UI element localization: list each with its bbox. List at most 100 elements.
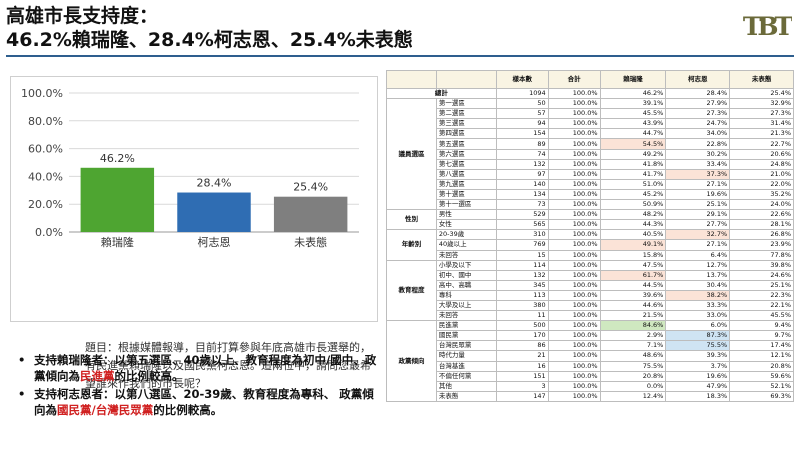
table-cell: 21.5% [599, 310, 667, 322]
table-cell: 1094 [495, 87, 549, 100]
table-cell: 100.0% [547, 219, 601, 231]
row-label: 40歲以上 [435, 239, 497, 251]
table-row: 未表態 147 100.0% 12.4% 18.3% 69.3% [387, 390, 794, 402]
row-label: 第八選區 [435, 168, 497, 180]
table-cell: 89 [495, 138, 549, 150]
table-cell: 100.0% [547, 360, 601, 372]
row-label: 第二選區 [435, 108, 497, 120]
row-label: 民進黨 [435, 320, 497, 332]
table-cell: 21 [495, 350, 549, 362]
row-group-label: 性別 [386, 209, 437, 231]
table-cell: 49.2% [599, 148, 667, 160]
table-cell: 24.0% [729, 199, 794, 211]
table-row: 第九選區 140 100.0% 51.0% 27.1% 22.0% [387, 178, 794, 190]
finding-text: ：以第五選區、40歲以上、教育程度為初中/國中、政黨傾向為 [34, 353, 377, 383]
title-line-1: 高雄市長支持度： [6, 5, 159, 27]
table-cell: 75.5% [665, 340, 731, 352]
x-tick-label: 未表態 [294, 235, 327, 249]
finding-head: 支持賴瑞隆者 [34, 353, 103, 367]
table-cell: 25.4% [729, 87, 794, 100]
table-cell: 30.4% [665, 279, 731, 291]
table-row: 第十選區 134 100.0% 45.2% 19.6% 35.2% [387, 188, 794, 201]
table-row: 第六選區 74 100.0% 49.2% 30.2% 20.6% [387, 148, 794, 160]
row-label: 男性 [435, 209, 497, 221]
table-cell: 43.9% [599, 118, 667, 130]
table-cell: 100.0% [547, 269, 601, 281]
table-row: 議員選區 第一選區 50 100.0% 39.1% 27.9% 32.9% [386, 98, 794, 211]
table-row: 女性 565 100.0% 44.3% 27.7% 28.1% [387, 219, 794, 231]
table-cell: 15.8% [599, 249, 667, 261]
table-row: 時代力量 21 100.0% 48.6% 39.3% 12.1% [387, 350, 794, 362]
table-row: 性別 男性 529 100.0% 48.2% 29.1% 22.6% [386, 209, 794, 231]
table-cell: 100.0% [547, 98, 601, 110]
row-label: 第十一選區 [435, 199, 497, 211]
finding-item: • 支持柯志恩者：以第八選區、20-39歲、教育程度為專科、 政黨傾向為國民黨/… [12, 386, 382, 418]
finding-text: ：以第八選區、20-39歲、教育程度為專科、 政黨傾向為 [34, 387, 374, 417]
x-tick-label: 賴瑞隆 [101, 235, 134, 249]
row-label: 專科 [435, 289, 497, 301]
finding-tail: 的比例較高。 [153, 403, 223, 417]
table-cell: 47.5% [599, 259, 667, 271]
table-cell: 23.9% [729, 239, 794, 251]
bullet-dot: • [18, 353, 26, 367]
table-cell: 97 [495, 168, 549, 180]
row-label: 第九選區 [435, 178, 497, 190]
table-row: 專科 113 100.0% 39.6% 38.2% 22.3% [387, 289, 794, 301]
data-label: 25.4% [293, 181, 328, 194]
table-cell: 24.7% [665, 118, 731, 130]
table-cell: 100.0% [547, 249, 601, 261]
row-label: 第一選區 [435, 98, 497, 110]
table-cell: 45.5% [729, 310, 794, 322]
table-cell: 25.1% [729, 279, 794, 291]
column-header: 合計 [547, 70, 601, 89]
table-cell: 40.5% [599, 229, 667, 241]
table-cell: 21.3% [729, 128, 794, 140]
table-row: 未回答 15 100.0% 15.8% 6.4% 77.8% [387, 249, 794, 261]
bullet-dot: • [18, 387, 26, 401]
table-cell: 27.3% [665, 108, 731, 120]
table-cell: 11 [495, 310, 549, 322]
table-cell: 100.0% [547, 259, 601, 271]
table-cell: 151 [495, 370, 549, 382]
table-cell: 48.6% [599, 350, 667, 362]
table-cell: 22.1% [729, 299, 794, 312]
table-row: 未回答 11 100.0% 21.5% 33.0% 45.5% [387, 310, 794, 322]
bar [177, 192, 251, 232]
table-cell: 45.5% [599, 108, 667, 120]
table-cell: 35.2% [729, 188, 794, 201]
table-row: 初中、國中 132 100.0% 61.7% 13.7% 24.6% [387, 269, 794, 281]
table-cell: 13.7% [665, 269, 731, 281]
table-cell: 19.6% [665, 370, 731, 382]
table-row: 第七選區 132 100.0% 41.8% 33.4% 24.8% [387, 158, 794, 170]
table-cell: 22.6% [729, 209, 794, 221]
table-cell: 2.9% [599, 330, 667, 342]
bar-chart-panel: 0.0% 20.0% 40.0% 60.0% 80.0% 100.0% 46.2% 賴瑞隆 28… [10, 76, 378, 390]
table-cell: 27.7% [665, 219, 731, 231]
data-label: 28.4% [197, 177, 232, 190]
title-line-2: 46.2%賴瑞隆、28.4%柯志恩、25.4%未表態 [6, 29, 413, 51]
table-cell: 380 [495, 299, 549, 312]
row-label: 未回答 [435, 310, 497, 322]
table-cell: 39.8% [729, 259, 794, 271]
table-cell: 100.0% [547, 87, 601, 100]
table-cell: 100.0% [547, 199, 601, 211]
table-cell: 48.2% [599, 209, 667, 221]
table-cell: 132 [495, 158, 549, 170]
table-cell: 32.7% [665, 229, 731, 241]
table-cell: 32.9% [729, 98, 794, 110]
table-cell: 0.0% [599, 380, 667, 392]
bar [80, 167, 155, 232]
table-cell: 345 [495, 279, 549, 291]
table-row: 高中、高職 345 100.0% 44.5% 30.4% 25.1% [387, 279, 794, 291]
table-cell: 154 [495, 128, 549, 140]
finding-head: 支持柯志恩者 [34, 387, 103, 401]
table-cell: 769 [495, 239, 549, 251]
svg-text:TBT: TBT [743, 12, 792, 41]
y-tick-label: 100.0% [21, 87, 63, 100]
row-label: 第十選區 [435, 188, 497, 201]
table-cell: 100.0% [547, 289, 601, 301]
table-header-row: 樣本數 合計 賴瑞隆 柯志恩 未表態 [386, 70, 794, 89]
row-label: 20-39歲 [435, 229, 497, 241]
table-cell: 39.3% [665, 350, 731, 362]
table-cell: 44.5% [599, 279, 667, 291]
